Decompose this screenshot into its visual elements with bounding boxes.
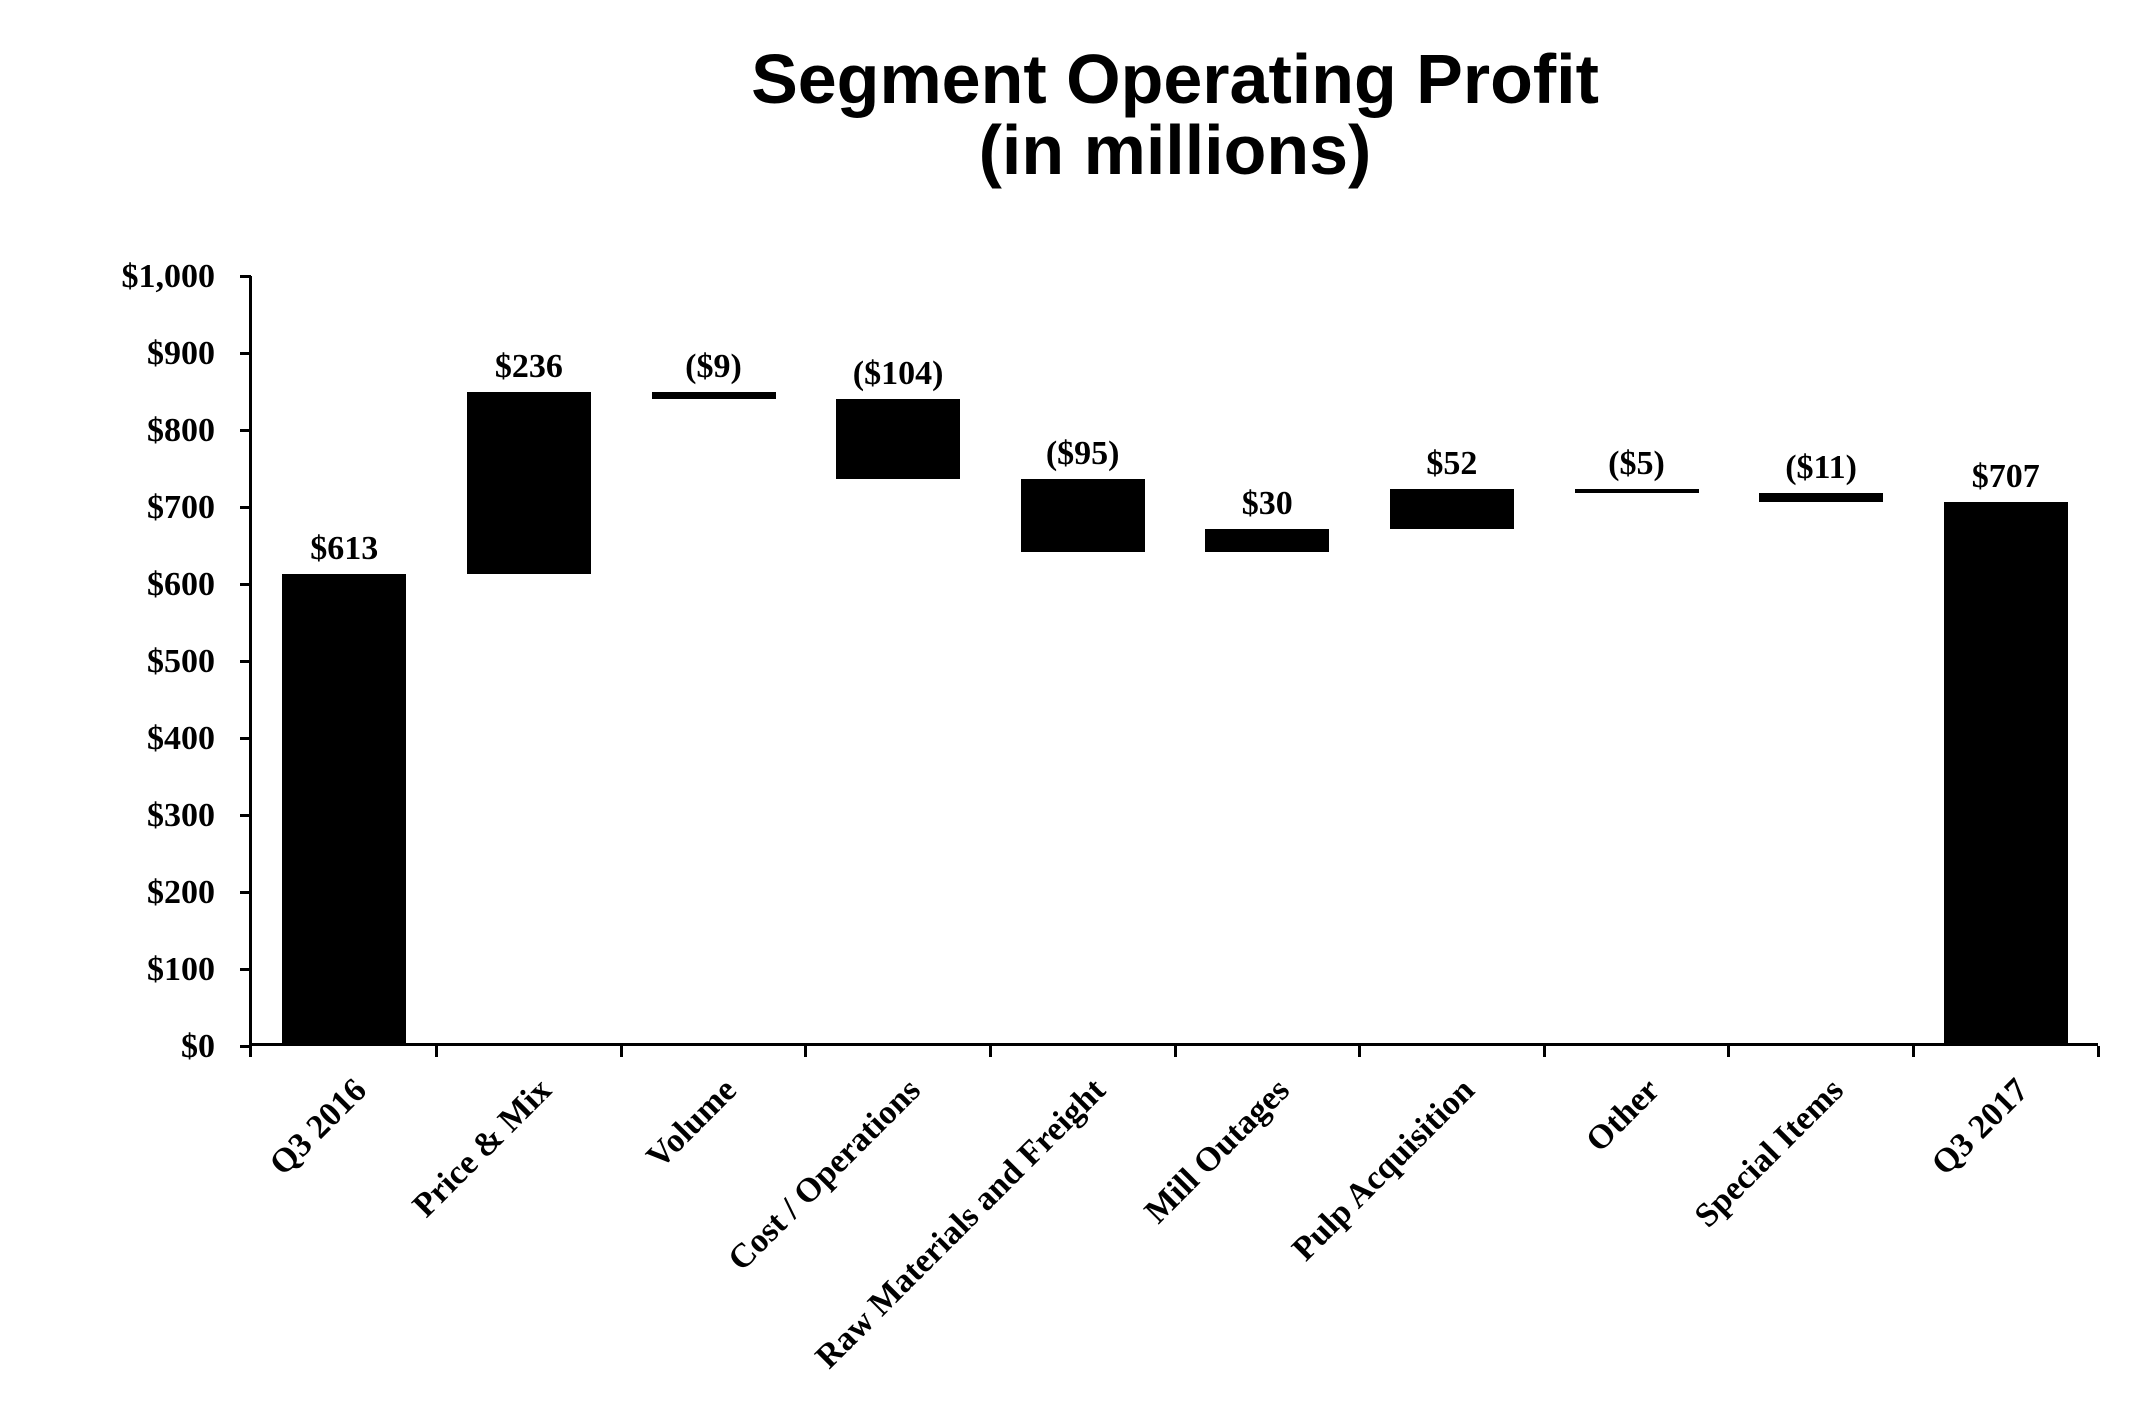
y-axis-tick [240,736,251,740]
bar-value-label-cost-operations: ($104) [852,355,944,393]
x-axis-tick [804,1046,808,1057]
y-axis-tick-label: $0 [181,1027,215,1065]
x-axis-tick [1358,1046,1362,1057]
y-axis-tick [240,505,251,509]
y-axis-tick [240,890,251,894]
y-axis-tick [240,582,251,586]
bar-value-label-mill-outages: $30 [1241,485,1293,523]
y-axis-tick-label: $200 [147,873,215,911]
chart-title: Segment Operating Profit [751,40,1599,118]
x-axis-tick [1542,1046,1546,1057]
y-axis-tick [240,659,251,663]
y-axis-tick-label: $100 [147,950,215,988]
x-axis-tick [1173,1046,1177,1057]
bar-mill-outages [1205,529,1330,553]
bar-value-label-price-mix: $236 [494,348,563,386]
chart-title-block: Segment Operating Profit (in millions) [475,44,1875,186]
bar-value-label-volume: ($9) [685,348,742,386]
y-axis-tick-label: $400 [147,719,215,757]
bar-volume [651,392,776,400]
x-axis-category-label-other: Other [1578,1071,1667,1160]
x-axis-category-label-pulp-acquisition: Pulp Acquisition [1285,1071,1482,1269]
y-axis-tick-label: $1,000 [121,257,216,295]
x-axis-category-label-mill-outages: Mill Outages [1137,1071,1298,1231]
bar-value-label-q3-2017: $707 [1971,457,2040,495]
y-axis-tick-label: $500 [147,642,215,680]
bar-value-label-q3-2016: $613 [310,529,379,567]
y-axis-tick-label: $600 [147,565,215,603]
bar-q3-2017 [1943,501,2068,1046]
y-axis-tick-label: $900 [147,334,215,372]
y-axis-tick [240,428,251,432]
y-axis-tick [240,274,251,278]
bar-value-label-special-items: ($11) [1785,449,1857,487]
x-axis-tick [2096,1046,2100,1057]
x-axis-category-label-special-items: Special Items [1687,1071,1851,1235]
y-axis-tick-label: $700 [147,488,215,526]
bar-value-label-pulp-acquisition: $52 [1426,445,1478,483]
bar-raw-materials-and-freight [1020,479,1145,553]
x-axis-tick [619,1046,623,1057]
bar-value-label-other: ($5) [1608,445,1665,483]
bar-pulp-acquisition [1389,489,1514,530]
bar-cost-operations [836,399,961,480]
y-axis-tick [240,967,251,971]
y-axis-tick-label: $800 [147,411,215,449]
x-axis-category-label-price-mix: Price & Mix [405,1071,559,1225]
bar-q3-2016 [282,573,407,1046]
y-axis-tick-label: $300 [147,796,215,834]
bar-price-mix [466,392,591,574]
x-axis-tick [988,1046,992,1057]
x-axis-category-label-volume: Volume [639,1071,744,1176]
y-axis-tick [240,351,251,355]
x-axis-tick [1911,1046,1915,1057]
bar-special-items [1759,493,1884,502]
x-axis-category-label-q3-2017: Q3 2017 [1924,1071,2036,1183]
x-axis-tick [435,1046,439,1057]
x-axis-category-label-cost-operations: Cost / Operations [721,1071,928,1279]
y-axis-tick [240,813,251,817]
x-axis-category-label-q3-2016: Q3 2016 [263,1071,375,1183]
bar-value-label-raw-materials-and-freight: ($95) [1045,435,1120,473]
chart-subtitle: (in millions) [978,111,1372,189]
y-axis-line [249,276,252,1057]
x-axis-line [249,1043,2098,1046]
y-axis-tick [240,1044,251,1048]
x-axis-tick [1727,1046,1731,1057]
bar-other [1574,489,1699,494]
